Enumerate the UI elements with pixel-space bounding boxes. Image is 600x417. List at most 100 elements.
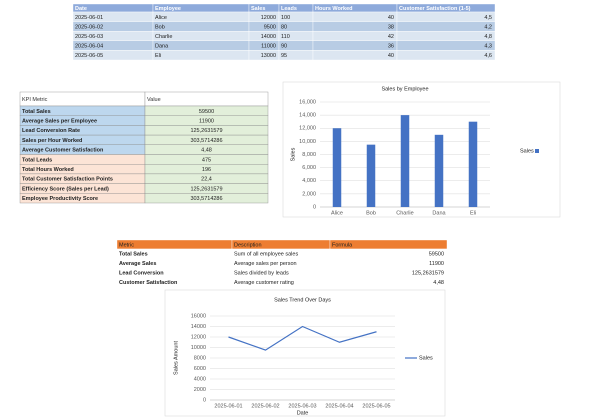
cell	[329, 277, 448, 288]
y-tick-label: 16,000	[299, 99, 316, 105]
cell-text: 42	[388, 34, 394, 40]
cell-text: Dana	[155, 44, 169, 50]
cell	[152, 11, 250, 22]
bar	[434, 134, 444, 207]
column-header: Hours Worked	[315, 6, 353, 12]
cell	[312, 31, 398, 42]
cell-text: 4,6	[484, 53, 492, 59]
y-axis-label: Sales Amount	[173, 341, 179, 375]
cell-text: Sales divided by leads	[234, 271, 289, 277]
x-tick-label: 2025-06-05	[362, 403, 390, 409]
cell-text: 125,2631579	[412, 271, 444, 277]
cell-text: 110	[281, 34, 290, 40]
cell	[312, 11, 398, 22]
x-tick-label: Dana	[432, 210, 446, 216]
y-tick-label: 4000	[194, 376, 206, 382]
column-header: Sales	[251, 6, 265, 12]
column-header: Employee	[155, 6, 181, 12]
cell-text: Lead Conversion	[119, 271, 164, 277]
y-tick-label: 16000	[191, 313, 206, 319]
column-header: Metric	[119, 242, 134, 248]
cell-text: 22,4	[201, 177, 212, 183]
column-header: Customer Satisfaction (1-5)	[399, 6, 471, 12]
x-tick-label: Charlie	[396, 210, 413, 216]
cell-text: 196	[202, 167, 211, 173]
legend-label: Sales	[520, 148, 534, 154]
y-tick-label: 0	[313, 204, 316, 210]
x-tick-label: 2025-06-01	[214, 403, 242, 409]
cell-text: Total Leads	[22, 157, 52, 163]
cell-text: Total Sales	[119, 252, 148, 258]
bar	[366, 144, 376, 207]
cell	[152, 21, 250, 32]
legend-label: Sales	[419, 355, 433, 361]
cell-text: Customer Satisfaction	[119, 280, 178, 286]
y-tick-label: 4,000	[302, 178, 316, 184]
header-cell	[144, 91, 269, 107]
cell-text: 2025-06-02	[75, 24, 103, 30]
cell-text: Alice	[155, 15, 167, 21]
cell-text: 59500	[199, 109, 214, 115]
y-tick-label: 8000	[194, 355, 206, 361]
cell-text: 40	[388, 15, 394, 21]
cell-text: 4,48	[433, 280, 444, 286]
cell	[396, 40, 496, 51]
cell-text: 4,8	[484, 34, 492, 40]
header-cell	[116, 239, 233, 250]
cell-text: Average customer rating	[234, 280, 294, 286]
cell	[312, 21, 398, 32]
cell-text: 125,2631579	[190, 186, 222, 192]
cell-text: 4,2	[484, 24, 492, 30]
bar-chart-frame	[282, 81, 561, 218]
column-header: Date	[75, 6, 87, 12]
bar	[468, 121, 478, 207]
cell-text: 11900	[429, 261, 444, 267]
cell-text: Average Sales	[119, 261, 156, 267]
cell-text: 40	[388, 53, 394, 59]
y-tick-label: 14,000	[299, 113, 316, 119]
cell-text: 2025-06-01	[75, 15, 103, 21]
cell-text: Efficiency Score (Sales per Lead)	[22, 186, 109, 192]
legend-swatch	[535, 149, 539, 153]
cell	[396, 11, 496, 22]
cell-text: 4,48	[201, 148, 212, 154]
column-header: Leads	[281, 6, 297, 12]
column-header: Description	[234, 242, 262, 248]
cell-text: 2025-06-03	[75, 34, 103, 40]
cell-text: Total Customer Satisfaction Points	[22, 177, 113, 183]
x-tick-label: Alice	[331, 210, 343, 216]
x-axis-label: Date	[297, 410, 309, 416]
x-tick-label: Eli	[470, 210, 476, 216]
cell-text: Charlie	[155, 34, 172, 40]
y-tick-label: 2,000	[302, 191, 316, 197]
cell-text: 59500	[429, 252, 444, 258]
cell-text: Total Hours Worked	[22, 167, 74, 173]
y-tick-label: 14000	[191, 324, 206, 330]
cell-text: Average Sales per Employee	[22, 119, 97, 125]
cell-text: 303,5714286	[190, 138, 222, 144]
y-tick-label: 6000	[194, 366, 206, 372]
cell-text: Sales per Hour Worked	[22, 138, 82, 144]
y-tick-label: 12,000	[299, 126, 316, 132]
cell-text: 9500	[264, 24, 276, 30]
cell-text: 2025-06-05	[75, 53, 103, 59]
cell-text: Sum of all employee sales	[234, 252, 298, 258]
cell	[144, 193, 269, 204]
chart-title: Sales Trend Over Days	[274, 297, 331, 303]
cell-text: 2025-06-04	[75, 44, 103, 50]
cell-text: 13000	[261, 53, 276, 59]
y-axis-label: Sales	[290, 147, 296, 161]
bar	[400, 115, 410, 207]
cell-text: 11900	[199, 119, 214, 125]
y-tick-label: 6,000	[302, 165, 316, 171]
chart-title: Sales by Employee	[381, 86, 428, 92]
cell-text: Average sales per person	[234, 261, 297, 267]
cell-text: Lead Conversion Rate	[22, 128, 80, 134]
column-header: KPI Metric	[22, 97, 48, 103]
cell	[312, 40, 398, 51]
cell	[396, 31, 496, 42]
cell-text: 4,5	[484, 15, 492, 21]
cell-text: 80	[281, 24, 287, 30]
cell-text: 100	[281, 15, 290, 21]
cell-text: 90	[281, 44, 287, 50]
